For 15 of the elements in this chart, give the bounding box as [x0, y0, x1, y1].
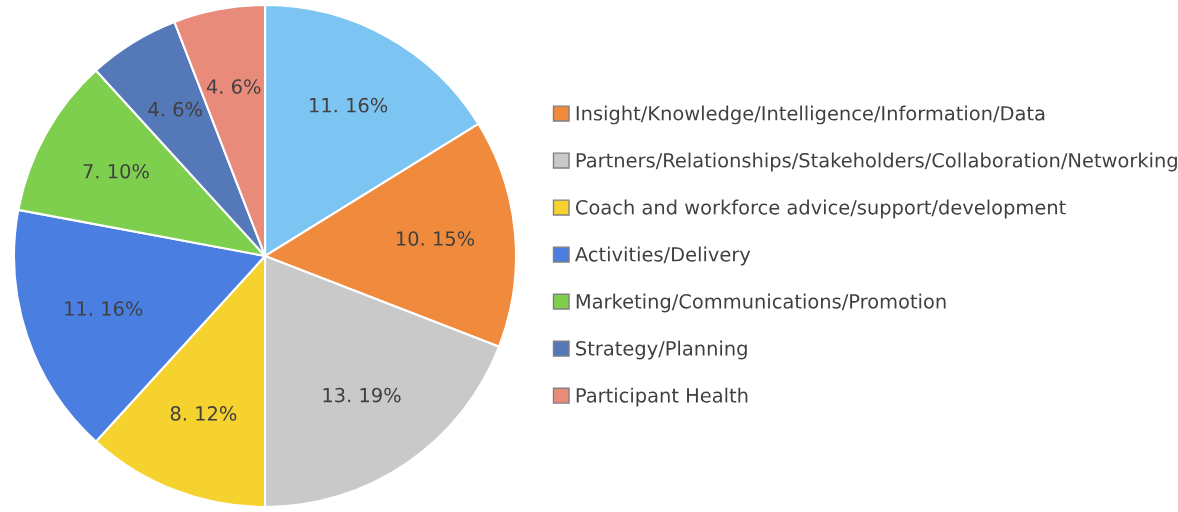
data-label: 13. 19% — [323, 387, 401, 403]
legend-label: Marketing/Communications/Promotion — [576, 293, 946, 313]
data-label: 4. 6% — [148, 101, 202, 117]
legend-label: Strategy/Planning — [576, 340, 747, 360]
legend-label: Partners/Relationships/Stakeholders/Collaboration/Networking — [576, 152, 1177, 172]
legend-label: Coach and workforce advice/support/development — [575, 199, 1066, 219]
legend-label: Insight/Knowledge/Intelligence/Information/Data — [576, 105, 1045, 125]
data-label: 10. 15% — [396, 231, 475, 246]
data-label: 4. 6% — [206, 79, 261, 94]
data-label: 11. 16% — [310, 97, 388, 113]
data-label: 8. 12% — [170, 406, 237, 421]
data-label: 11. 16% — [65, 301, 143, 316]
data-label: 7. 10% — [83, 163, 149, 179]
legend-label: Activities/Delivery — [575, 246, 751, 266]
legend-label: Participant Health — [576, 387, 748, 407]
